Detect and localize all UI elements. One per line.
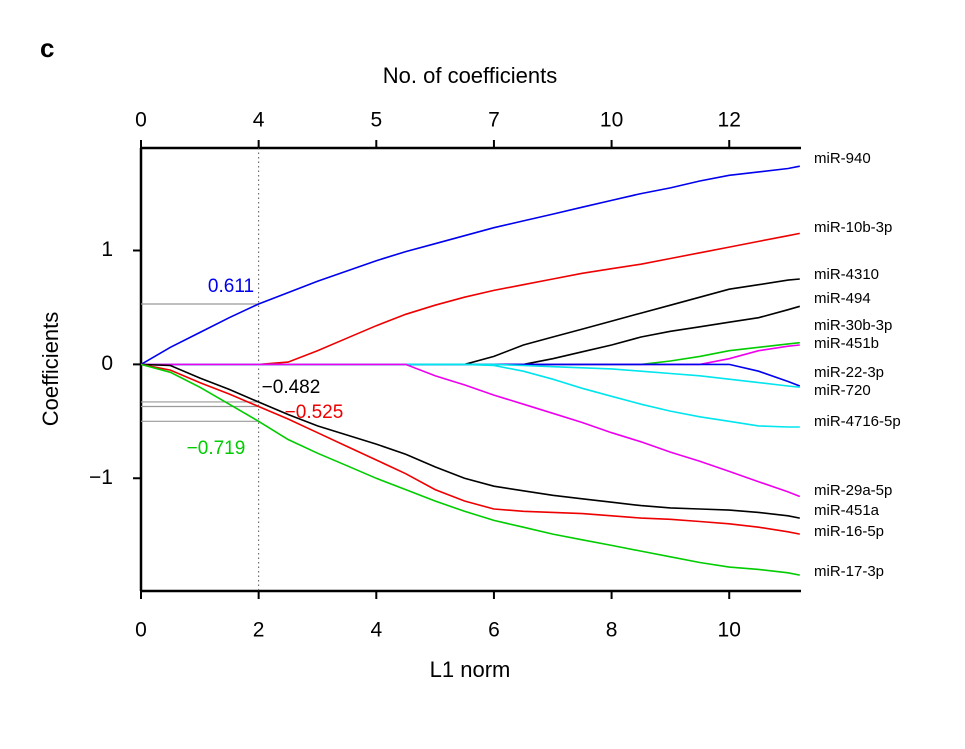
x-tick-label: 0 (135, 619, 147, 642)
annotation: 0.611 (208, 276, 254, 297)
coefficient-path (140, 363, 800, 519)
y-axis-title: Coefficients (38, 312, 63, 427)
series-label: miR-4716-5p (814, 413, 901, 430)
top-tick-label: 0 (135, 109, 147, 132)
top-tick-label: 4 (253, 109, 265, 132)
series-label: miR-4310 (814, 266, 879, 283)
x-tick-label: 8 (606, 619, 618, 642)
series-label: miR-451a (814, 502, 880, 519)
y-tick-label: −1 (89, 466, 113, 489)
series-label: miR-16-5p (814, 523, 884, 540)
series-label: miR-30b-3p (814, 317, 892, 334)
coefficient-path (140, 363, 800, 576)
coefficient-path (141, 341, 800, 366)
series-label: miR-17-3p (814, 563, 884, 580)
coefficient-path (141, 232, 800, 366)
coefficient-path (141, 363, 800, 388)
series-label: miR-720 (814, 382, 871, 399)
y-tick-label: 0 (101, 352, 113, 375)
x-tick-label: 4 (370, 619, 382, 642)
annotation: −0.719 (187, 438, 246, 459)
x-tick-label: 2 (253, 619, 265, 642)
coefficient-path (141, 363, 801, 498)
x-tick-label: 10 (718, 619, 741, 642)
top-tick-label: 5 (370, 109, 382, 132)
series-label: miR-940 (814, 150, 871, 167)
top-axis-title: No. of coefficients (383, 63, 557, 88)
series-label: miR-10b-3p (814, 219, 892, 236)
annotation: −0.525 (285, 402, 344, 423)
coefficient-path (140, 363, 800, 535)
panel-label: c (40, 33, 54, 63)
series-label: miR-451b (814, 335, 879, 352)
coefficient-path (141, 344, 800, 366)
x-tick-label: 6 (488, 619, 500, 642)
coefficient-path (140, 165, 800, 366)
series-label: miR-494 (814, 290, 871, 307)
x-axis-title: L1 norm (430, 657, 511, 682)
series-label: miR-22-3p (814, 364, 884, 381)
coefficient-path (141, 363, 800, 428)
top-tick-label: 12 (718, 109, 741, 132)
top-tick-label: 7 (488, 109, 500, 132)
annotation: −0.482 (262, 377, 321, 398)
y-tick-label: 1 (101, 238, 113, 261)
series-label: miR-29a-5p (814, 482, 892, 499)
top-tick-label: 10 (600, 109, 623, 132)
